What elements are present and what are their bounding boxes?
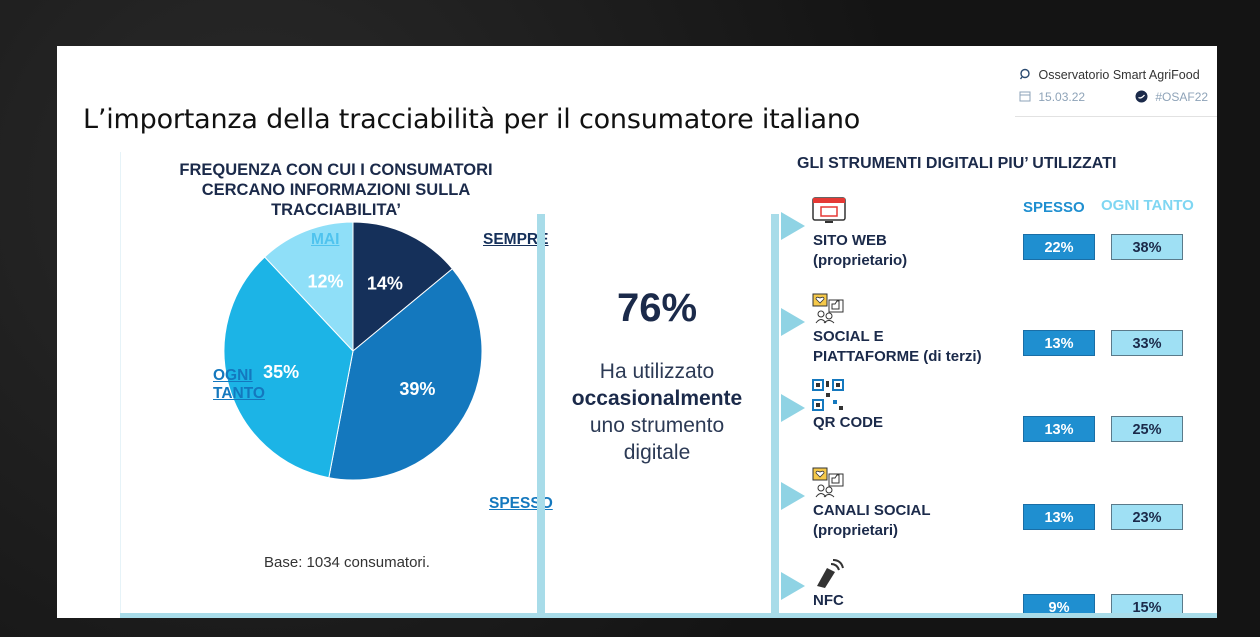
legend-label-sempre: SEMPRE	[483, 231, 549, 248]
pie-slice-mai	[263, 221, 354, 353]
slide-title: L’importanza della tracciabilità per il …	[83, 104, 861, 135]
slide: L’importanza della tracciabilità per il …	[57, 46, 1217, 618]
tool-label: SITO WEB (proprietario)	[813, 232, 908, 269]
pie-chart-title: FREQUENZA CON CUI I CONSUMATORI CERCANO …	[179, 161, 493, 219]
column-header-ogni-tanto: OGNI TANTO	[1101, 197, 1194, 214]
org-name: Osservatorio Smart AgriFood	[1038, 68, 1200, 82]
social-icon	[811, 466, 847, 498]
tool-label: CANALI SOCIAL (proprietari)	[813, 502, 931, 539]
highlight-text: Ha utilizzato occasionalmente uno strume…	[571, 360, 743, 464]
row-arrow	[781, 482, 805, 510]
base-note: Base: 1034 consumatori.	[264, 554, 430, 571]
highlight-panel: 76% Ha utilizzato occasionalmente uno st…	[547, 152, 767, 618]
value-spesso: 13%	[1023, 330, 1095, 356]
calendar-icon	[1019, 90, 1031, 105]
event-hashtag: #OSAF22	[1155, 90, 1209, 105]
social-icon	[811, 292, 847, 324]
search-icon	[1019, 68, 1031, 83]
row-arrow	[781, 394, 805, 422]
left-divider	[537, 214, 545, 614]
tools-title: GLI STRUMENTI DIGITALI PIU’ UTILIZZATI	[797, 155, 1117, 172]
legend-label-spesso: SPESSO	[489, 495, 553, 512]
pie-slice-ogni-tanto	[223, 256, 354, 479]
twitter-icon	[1135, 90, 1148, 106]
pie-value-label: 39%	[399, 379, 435, 399]
row-arrow	[781, 308, 805, 336]
legend-label-mai: MAI	[311, 231, 340, 248]
row-arrow	[781, 572, 805, 600]
qr-code-icon	[811, 378, 847, 411]
value-ogni-tanto: 33%	[1111, 330, 1183, 356]
column-header-spesso: SPESSO	[1023, 199, 1085, 216]
tool-label: NFC	[813, 592, 844, 609]
tool-label: SOCIAL E PIATTAFORME (di terzi)	[813, 328, 982, 365]
tool-label: QR CODE	[813, 414, 884, 431]
pie-value-label: 12%	[307, 271, 343, 291]
event-date: 15.03.22	[1038, 90, 1086, 104]
website-icon	[811, 196, 847, 228]
value-spesso: 13%	[1023, 504, 1095, 530]
pie-slice-sempre	[352, 221, 454, 353]
legend-label-ogni-tanto: OGNI TANTO	[213, 367, 265, 402]
row-arrow	[781, 212, 805, 240]
pie-slice-spesso	[328, 268, 483, 481]
bottom-bar	[120, 613, 1217, 618]
value-spesso: 22%	[1023, 234, 1095, 260]
value-spesso: 13%	[1023, 416, 1095, 442]
value-ogni-tanto: 23%	[1111, 504, 1183, 530]
nfc-icon	[811, 556, 847, 588]
pie-chart: 14% 39% 35% 12%	[223, 221, 483, 481]
highlight-value: 76%	[616, 286, 698, 330]
value-ogni-tanto: 25%	[1111, 416, 1183, 442]
event-header: Osservatorio Smart AgriFood 15.03.22 #OS…	[1015, 60, 1217, 117]
right-divider	[771, 214, 779, 614]
pie-value-label: 14%	[367, 273, 403, 293]
value-ogni-tanto: 38%	[1111, 234, 1183, 260]
pie-value-label: 35%	[263, 362, 299, 382]
frequency-panel: FREQUENZA CON CUI I CONSUMATORI CERCANO …	[120, 152, 553, 618]
